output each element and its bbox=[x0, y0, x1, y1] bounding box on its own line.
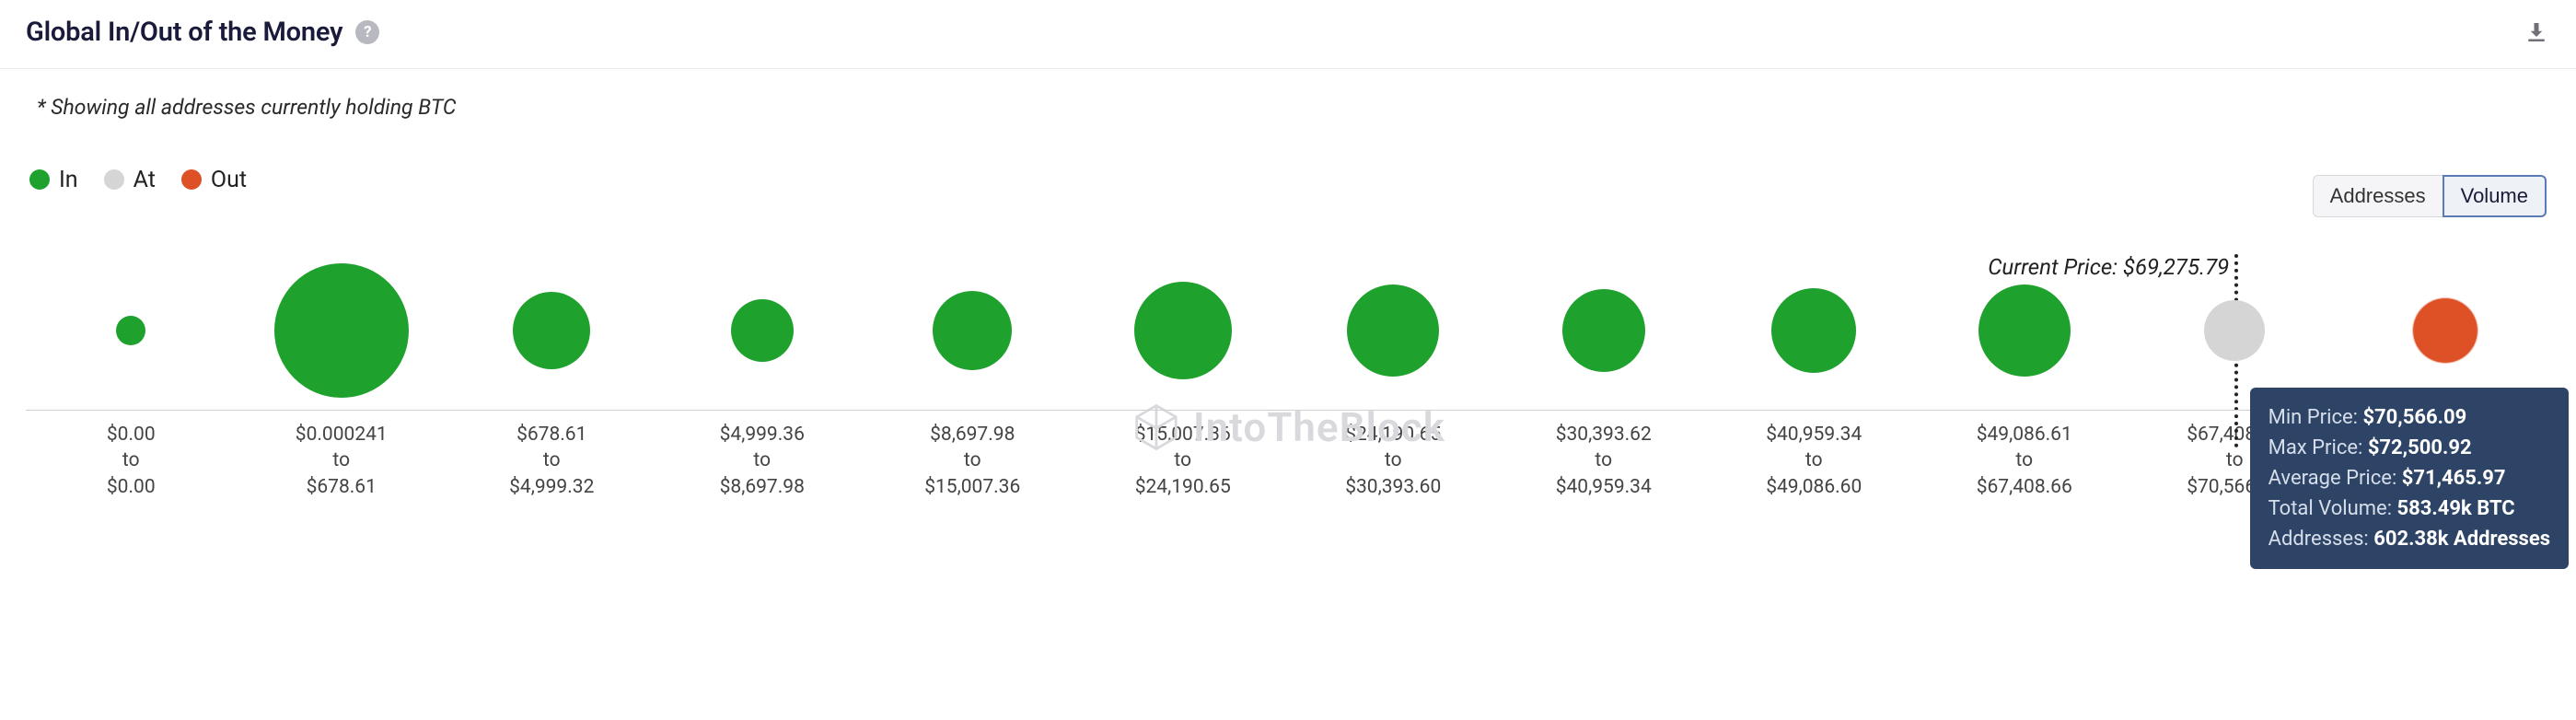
range-to-word: to bbox=[1920, 447, 2130, 473]
range-label: $30,393.62to$40,959.34 bbox=[1499, 422, 1710, 500]
legend-swatch bbox=[104, 169, 124, 190]
range-to-word: to bbox=[237, 447, 447, 473]
range-label: $0.00to$0.00 bbox=[26, 422, 237, 500]
range-from: $0.00 bbox=[26, 422, 237, 447]
tooltip-label: Total Volume: bbox=[2269, 497, 2397, 520]
bubble-cell[interactable] bbox=[2340, 254, 2551, 406]
chart: IntoTheBlock Current Price: $69,275.79 $… bbox=[26, 254, 2550, 500]
tooltip-value: $72,500.92 bbox=[2368, 436, 2472, 459]
toggle-volume[interactable]: Volume bbox=[2443, 175, 2547, 217]
range-to: $30,393.60 bbox=[1288, 474, 1499, 500]
tooltip-value: $71,465.97 bbox=[2402, 467, 2506, 490]
legend-item[interactable]: Out bbox=[181, 167, 247, 193]
toggle-addresses[interactable]: Addresses bbox=[2313, 175, 2443, 217]
range-to-word: to bbox=[657, 447, 868, 473]
tooltip-label: Min Price: bbox=[2269, 406, 2363, 429]
bubble-cell[interactable] bbox=[1709, 254, 1920, 406]
bubble-cell[interactable] bbox=[867, 254, 1078, 406]
range-to-word: to bbox=[1288, 447, 1499, 473]
toggle-group: Addresses Volume bbox=[2313, 175, 2547, 217]
bubble-cell[interactable] bbox=[1920, 254, 2130, 406]
bubble bbox=[731, 299, 794, 362]
card-body: * Showing all addresses currently holdin… bbox=[0, 69, 2576, 515]
range-from: $40,959.34 bbox=[1709, 422, 1920, 447]
range-label: $0.000241to$678.61 bbox=[237, 422, 447, 500]
legend-swatch bbox=[29, 169, 50, 190]
range-from: $30,393.62 bbox=[1499, 422, 1710, 447]
bubble bbox=[2412, 297, 2478, 364]
range-from: $49,086.61 bbox=[1920, 422, 2130, 447]
legend-swatch bbox=[181, 169, 202, 190]
bubble-cell[interactable] bbox=[657, 254, 868, 406]
bubble bbox=[513, 292, 590, 369]
range-to-word: to bbox=[1078, 447, 1289, 473]
range-to-word: to bbox=[26, 447, 237, 473]
bubble-cell[interactable] bbox=[1499, 254, 1710, 406]
range-from: $15,007.36 bbox=[1078, 422, 1289, 447]
range-to: $0.00 bbox=[26, 474, 237, 500]
legend-item[interactable]: At bbox=[104, 167, 156, 193]
range-from: $678.61 bbox=[447, 422, 657, 447]
tooltip: Min Price: $70,566.09 Max Price: $72,500.… bbox=[2250, 388, 2569, 569]
range-label: $678.61to$4,999.32 bbox=[447, 422, 657, 500]
range-label: $24,190.65to$30,393.60 bbox=[1288, 422, 1499, 500]
range-to-word: to bbox=[1499, 447, 1710, 473]
legend-label: At bbox=[133, 167, 156, 193]
header: Global In/Out of the Money ? bbox=[0, 0, 2576, 69]
range-label: $40,959.34to$49,086.60 bbox=[1709, 422, 1920, 500]
card: Global In/Out of the Money ? * Showing a… bbox=[0, 0, 2576, 515]
tooltip-value: $70,566.09 bbox=[2362, 406, 2466, 429]
bubble bbox=[1347, 285, 1439, 377]
bubble-cell[interactable] bbox=[1288, 254, 1499, 406]
tooltip-label: Max Price: bbox=[2269, 436, 2368, 459]
bubble-cell[interactable] bbox=[447, 254, 657, 406]
range-to-word: to bbox=[1709, 447, 1920, 473]
range-to: $15,007.36 bbox=[867, 474, 1078, 500]
range-to: $8,697.98 bbox=[657, 474, 868, 500]
range-from: $0.000241 bbox=[237, 422, 447, 447]
legend-label: In bbox=[59, 167, 78, 193]
bubble bbox=[2204, 300, 2265, 361]
bubble-cell[interactable] bbox=[237, 254, 447, 406]
bubble-cell[interactable] bbox=[2129, 254, 2340, 406]
range-label: $4,999.36to$8,697.98 bbox=[657, 422, 868, 500]
tooltip-value: 602.38k Addresses bbox=[2373, 528, 2550, 551]
range-to-word: to bbox=[447, 447, 657, 473]
range-to: $4,999.32 bbox=[447, 474, 657, 500]
bubble-cell[interactable] bbox=[1078, 254, 1289, 406]
range-to: $40,959.34 bbox=[1499, 474, 1710, 500]
tooltip-label: Addresses: bbox=[2269, 528, 2374, 551]
bubble-row bbox=[26, 254, 2550, 411]
labels-row: $0.00to$0.00$0.000241to$678.61$678.61to$… bbox=[26, 422, 2550, 500]
range-to: $24,190.65 bbox=[1078, 474, 1289, 500]
bubble bbox=[1562, 289, 1645, 372]
range-from: $24,190.65 bbox=[1288, 422, 1499, 447]
bubble bbox=[116, 316, 145, 345]
tooltip-label: Average Price: bbox=[2269, 467, 2402, 490]
range-to: $67,408.66 bbox=[1920, 474, 2130, 500]
range-from: $8,697.98 bbox=[867, 422, 1078, 447]
download-icon[interactable] bbox=[2523, 18, 2550, 46]
range-from: $4,999.36 bbox=[657, 422, 868, 447]
range-to: $678.61 bbox=[237, 474, 447, 500]
bubble bbox=[1978, 285, 2071, 377]
help-icon[interactable]: ? bbox=[355, 20, 379, 44]
bubble-cell[interactable] bbox=[26, 254, 237, 406]
legend-label: Out bbox=[211, 167, 247, 193]
legend-item[interactable]: In bbox=[29, 167, 78, 193]
range-label: $15,007.36to$24,190.65 bbox=[1078, 422, 1289, 500]
range-label: $49,086.61to$67,408.66 bbox=[1920, 422, 2130, 500]
bubble bbox=[1134, 282, 1232, 379]
range-label: $8,697.98to$15,007.36 bbox=[867, 422, 1078, 500]
tooltip-value: 583.49k BTC bbox=[2396, 497, 2514, 520]
bubble bbox=[274, 263, 409, 398]
range-to: $49,086.60 bbox=[1709, 474, 1920, 500]
legend: In At Out bbox=[29, 167, 263, 193]
subtitle: * Showing all addresses currently holdin… bbox=[26, 87, 2550, 142]
bubble bbox=[933, 291, 1012, 370]
range-to-word: to bbox=[867, 447, 1078, 473]
card-title: Global In/Out of the Money bbox=[26, 17, 342, 48]
bubble bbox=[1771, 288, 1856, 373]
